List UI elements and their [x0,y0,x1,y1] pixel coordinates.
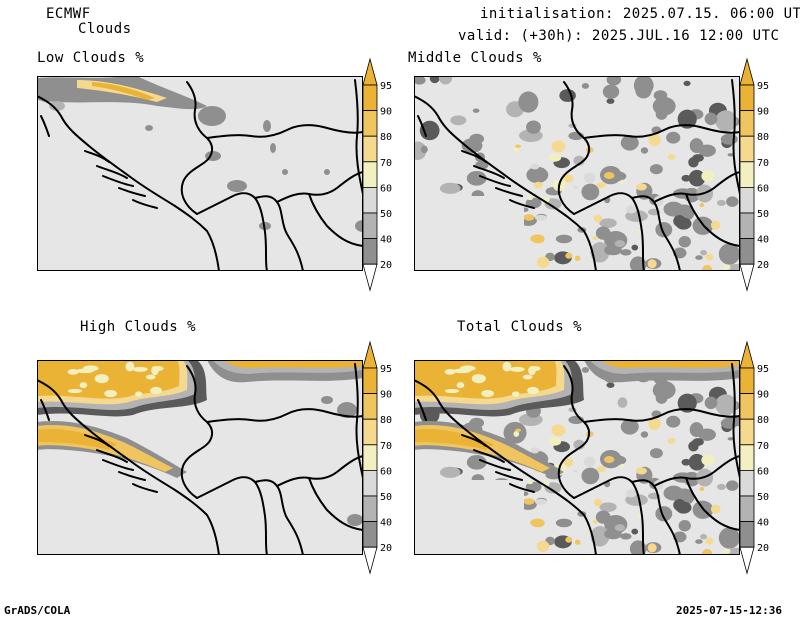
panel-title-high: High Clouds % [80,319,197,335]
legend-tick-label: 90 [757,107,769,118]
legend-tick-label: 80 [757,132,769,143]
legend-tick-label: 40 [757,518,769,529]
legend-tick-label: 20 [757,543,769,554]
legend-tick-label: 70 [757,158,769,169]
legend-tick-label: 50 [757,492,769,503]
legend-tick-label: 80 [380,415,392,426]
map-frame [414,76,740,271]
legend-tick-label: 70 [757,441,769,452]
color-legend: 95 90 80 70 60 50 40 20 [362,57,392,292]
color-legend: 95 90 80 70 60 50 40 20 [739,340,769,575]
legend-tick-label: 70 [380,441,392,452]
color-legend: 95 90 80 70 60 50 40 20 [362,340,392,575]
legend-tick-label: 95 [757,81,769,92]
legend-tick-label: 90 [757,390,769,401]
valid-line: valid: (+30h): 2025.JUL.16 12:00 UTC [458,28,780,44]
legend-tick-label: 50 [757,209,769,220]
legend-tick-label: 95 [757,364,769,375]
legend-tick-label: 50 [380,209,392,220]
legend-tick-label: 60 [757,466,769,477]
panel-title-middle: Middle Clouds % [408,50,542,66]
software-credit: GrADS/COLA [4,604,71,617]
legend-tick-label: 20 [380,260,392,271]
legend-tick-label: 80 [757,415,769,426]
legend-tick-label: 40 [757,235,769,246]
map-panel-total [414,360,740,555]
legend-tick-label: 40 [380,235,392,246]
map-frame [414,360,740,555]
legend-tick-label: 50 [380,492,392,503]
legend-tick-label: 60 [380,466,392,477]
legend-tick-label: 80 [380,132,392,143]
legend-tick-label: 40 [380,518,392,529]
legend-tick-label: 70 [380,158,392,169]
map-panel-middle [414,76,740,271]
product-label: Clouds [78,21,132,37]
map-frame [37,76,363,271]
legend-tick-label: 95 [380,364,392,375]
map-panel-high [37,360,363,555]
legend-tick-label: 90 [380,107,392,118]
panel-title-low: Low Clouds % [37,50,145,66]
model-label: ECMWF [46,6,91,22]
footer-timestamp: 2025-07-15-12:36 [676,604,782,617]
legend-tick-label: 60 [380,183,392,194]
init-line: initialisation: 2025.07.15. 06:00 UTC [480,6,800,22]
map-frame [37,360,363,555]
map-panel-low [37,76,363,271]
legend-tick-label: 20 [757,260,769,271]
legend-tick-label: 20 [380,543,392,554]
color-legend: 95 90 80 70 60 50 40 20 [739,57,769,292]
legend-tick-label: 90 [380,390,392,401]
legend-tick-label: 95 [380,81,392,92]
panel-title-total: Total Clouds % [457,319,583,335]
legend-tick-label: 60 [757,183,769,194]
